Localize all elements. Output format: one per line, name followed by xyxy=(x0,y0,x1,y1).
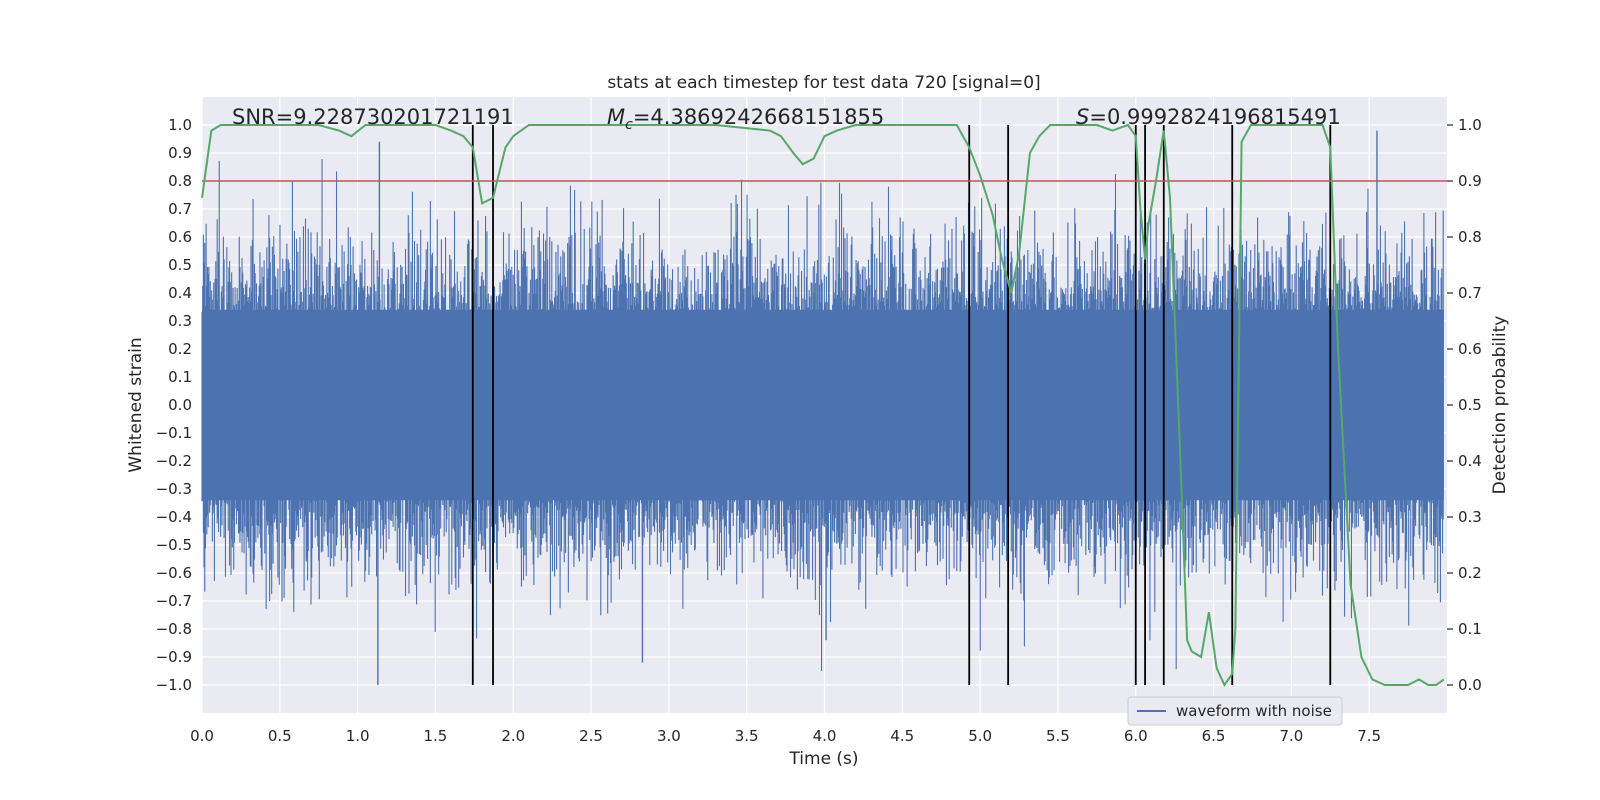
x-tick-label: 4.0 xyxy=(813,727,837,745)
y-left-tick-label: −0.1 xyxy=(156,424,192,442)
y-right-tick-label: 0.7 xyxy=(1458,284,1482,302)
legend-label: waveform with noise xyxy=(1176,702,1332,720)
detection-probability-series xyxy=(201,123,1445,688)
x-tick-label: 0.0 xyxy=(190,727,214,745)
y-right-axis-ticks: 1.0 0.9 0.8 0.7 0.6 0.5 0.4 0.3 0.2 0.1 0.0 xyxy=(1447,116,1482,694)
mc-annotation: Mc=4.3869242668151855 xyxy=(607,105,884,133)
legend-box xyxy=(1127,696,1343,726)
y-right-tick-label: 0.8 xyxy=(1458,228,1482,246)
y-left-tick-label: −0.5 xyxy=(156,536,192,554)
snr-annotation: SNR=9.228730201721191 xyxy=(232,105,514,129)
y-left-tick-label: −0.3 xyxy=(156,480,192,498)
y-right-tick-label: 1.0 xyxy=(1458,116,1482,134)
x-tick-label: 4.5 xyxy=(890,727,914,745)
y-left-tick-label: −1.0 xyxy=(156,676,192,694)
y-right-tick-label: 0.2 xyxy=(1458,564,1482,582)
y-left-axis-label: Whitened strain xyxy=(126,337,146,472)
chart-title: stats at each timestep for test data 720… xyxy=(607,73,1040,93)
mc-symbol: M xyxy=(607,105,625,129)
y-left-tick-label: 0.8 xyxy=(168,172,192,190)
y-right-axis-label: Detection probability xyxy=(1490,316,1510,495)
x-tick-label: 1.0 xyxy=(346,727,370,745)
mc-value: =4.3869242668151855 xyxy=(633,105,884,129)
x-tick-label: 5.0 xyxy=(968,727,992,745)
s-symbol: S xyxy=(1076,105,1089,129)
x-axis-label: Time (s) xyxy=(788,749,858,769)
y-left-tick-label: −0.9 xyxy=(156,648,192,666)
x-axis-ticks: 0.0 0.5 1.0 1.5 2.0 2.5 3.0 3.5 4.0 4.5 5.0 5.5 6.0 6… xyxy=(190,727,1381,745)
x-tick-label: 5.5 xyxy=(1046,727,1070,745)
x-tick-label: 0.5 xyxy=(268,727,292,745)
y-left-tick-label: −0.4 xyxy=(156,508,192,526)
x-tick-label: 2.0 xyxy=(501,727,525,745)
x-tick-label: 7.0 xyxy=(1279,727,1303,745)
y-right-tick-label: 0.1 xyxy=(1458,620,1482,638)
x-tick-label: 6.0 xyxy=(1124,727,1148,745)
y-left-tick-label: −0.8 xyxy=(156,620,192,638)
y-left-tick-label: 0.6 xyxy=(168,228,192,246)
y-left-tick-label: 0.0 xyxy=(168,396,192,414)
y-left-tick-label: −0.6 xyxy=(156,564,192,582)
y-right-tick-label: 0.9 xyxy=(1458,172,1482,190)
x-tick-label: 7.5 xyxy=(1357,727,1381,745)
x-tick-label: 3.0 xyxy=(657,727,681,745)
y-left-tick-label: 0.3 xyxy=(168,312,192,330)
x-tick-label: 3.5 xyxy=(735,727,759,745)
y-left-tick-label: 0.2 xyxy=(168,340,192,358)
s-annotation: S=0.9992824196815491 xyxy=(1076,105,1341,129)
y-right-tick-label: 0.4 xyxy=(1458,452,1482,470)
y-left-tick-label: 0.1 xyxy=(168,368,192,386)
y-left-tick-label: 0.5 xyxy=(168,256,192,274)
mc-subscript: c xyxy=(625,117,633,133)
s-value: =0.9992824196815491 xyxy=(1089,105,1340,129)
y-right-tick-label: 0.0 xyxy=(1458,676,1482,694)
y-left-tick-label: 0.7 xyxy=(168,200,192,218)
y-left-tick-label: 1.0 xyxy=(168,116,192,134)
y-left-tick-label: −0.2 xyxy=(156,452,192,470)
legend: waveform with noise xyxy=(1127,696,1343,726)
waveform-core-band xyxy=(202,309,1444,501)
y-left-tick-label: −0.7 xyxy=(156,592,192,610)
y-right-tick-label: 0.3 xyxy=(1458,508,1482,526)
y-left-tick-label: 0.9 xyxy=(168,144,192,162)
y-right-tick-label: 0.5 xyxy=(1458,396,1482,414)
y-left-axis-ticks: 1.0 0.9 0.8 0.7 0.6 0.5 0.4 0.3 0.2 0.1 0.0 −0.1 −0.… xyxy=(156,116,192,694)
x-tick-label: 1.5 xyxy=(424,727,448,745)
y-right-tick-label: 0.6 xyxy=(1458,340,1482,358)
x-tick-label: 6.5 xyxy=(1202,727,1226,745)
y-left-tick-label: 0.4 xyxy=(168,284,192,302)
x-tick-label: 2.5 xyxy=(579,727,603,745)
vertical-markers xyxy=(471,125,1332,685)
